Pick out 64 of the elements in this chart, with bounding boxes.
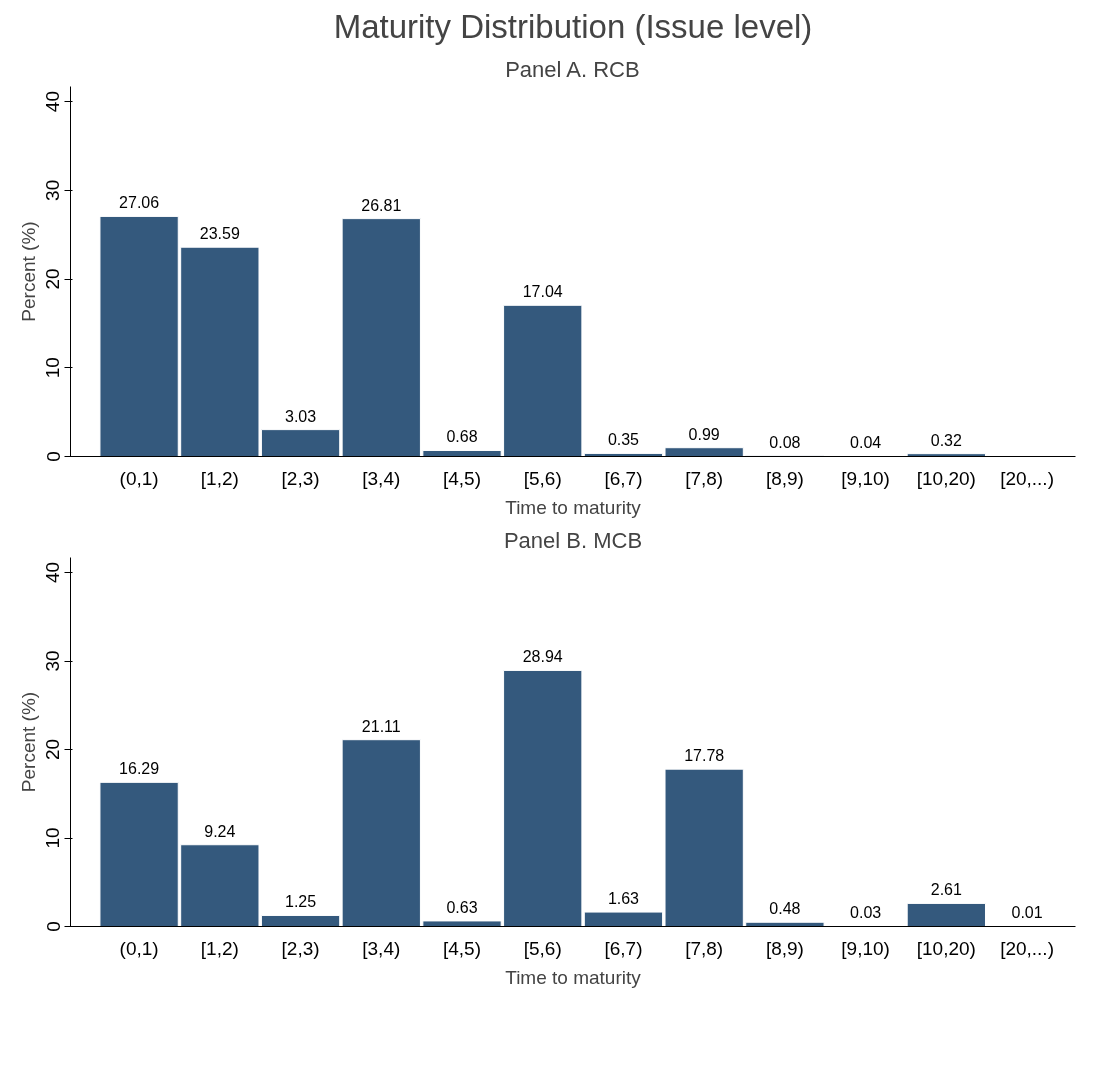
x-axis-title: Time to maturity — [505, 496, 642, 518]
x-tick-label: [9,10) — [841, 937, 890, 959]
y-tick-label: 30 — [42, 179, 64, 201]
x-tick-label: [4,5) — [443, 937, 482, 959]
data-label: 0.01 — [1011, 904, 1043, 922]
y-axis-title: Percent (%) — [17, 691, 39, 793]
y-tick-label: 20 — [42, 738, 64, 761]
data-label: 0.63 — [446, 898, 478, 916]
data-label: 17.04 — [522, 283, 563, 301]
data-label: 27.06 — [119, 194, 160, 212]
y-tick-label: 20 — [42, 268, 64, 290]
x-tick-label: [5,6) — [523, 467, 562, 489]
data-label: 17.78 — [684, 747, 725, 765]
x-tick-label: [5,6) — [523, 937, 562, 959]
y-tick-label: 10 — [42, 357, 64, 379]
x-tick-label: [6,7) — [604, 937, 643, 959]
data-label: 26.81 — [361, 196, 402, 214]
data-label: 2.61 — [930, 881, 963, 899]
x-tick-label: [6,7) — [604, 467, 643, 489]
x-tick-label: [10,20) — [916, 467, 976, 489]
data-label: 0.08 — [769, 433, 801, 451]
data-label: 0.35 — [607, 431, 640, 449]
data-label: 21.11 — [361, 717, 401, 735]
x-tick-label: [2,3) — [281, 937, 320, 959]
x-tick-label: [20,...) — [1000, 467, 1054, 489]
data-label: 0.32 — [930, 431, 963, 449]
x-tick-label: [3,4) — [362, 467, 401, 489]
chart-subtitle: Panel A. RCB — [505, 56, 640, 82]
data-label: 16.29 — [119, 760, 160, 778]
y-tick-label: 0 — [42, 921, 64, 932]
data-label: 0.48 — [769, 900, 801, 918]
y-tick-label: 40 — [42, 561, 64, 584]
x-tick-label: [1,2) — [200, 937, 239, 959]
data-label: 1.25 — [284, 893, 317, 911]
data-label: 1.63 — [607, 890, 640, 908]
x-tick-label: [7,8) — [685, 937, 724, 959]
x-tick-label: [3,4) — [362, 937, 401, 959]
data-label: 28.94 — [522, 648, 563, 666]
data-label: 0.68 — [446, 428, 478, 446]
data-label: 3.03 — [284, 407, 317, 425]
y-axis-title: Percent (%) — [17, 221, 39, 322]
x-tick-label: [20,...) — [1000, 937, 1054, 959]
x-tick-label: [1,2) — [200, 467, 239, 489]
chart-subtitle: Panel B. MCB — [503, 527, 643, 553]
x-tick-label: (0,1) — [119, 467, 159, 489]
x-tick-label: [4,5) — [443, 467, 482, 489]
y-tick-label: 40 — [42, 91, 64, 113]
x-tick-label: [8,9) — [765, 467, 804, 489]
x-axis-title: Time to maturity — [505, 966, 642, 988]
data-label: 0.04 — [850, 434, 882, 452]
x-tick-label: [7,8) — [685, 467, 724, 489]
x-tick-label: [9,10) — [841, 467, 890, 489]
x-tick-label: [2,3) — [281, 467, 320, 489]
x-tick-label: [8,9) — [765, 937, 804, 959]
y-tick-label: 10 — [42, 827, 64, 849]
data-label: 0.03 — [850, 904, 882, 922]
data-label: 0.99 — [688, 425, 720, 443]
data-label: 23.59 — [199, 225, 240, 243]
chart-title: Maturity Distribution (Issue level) — [333, 7, 813, 45]
x-tick-label: [10,20) — [916, 937, 976, 959]
data-label: 9.24 — [204, 822, 236, 840]
y-tick-label: 0 — [42, 451, 64, 462]
y-tick-label: 30 — [42, 650, 64, 672]
x-tick-label: (0,1) — [119, 937, 159, 959]
